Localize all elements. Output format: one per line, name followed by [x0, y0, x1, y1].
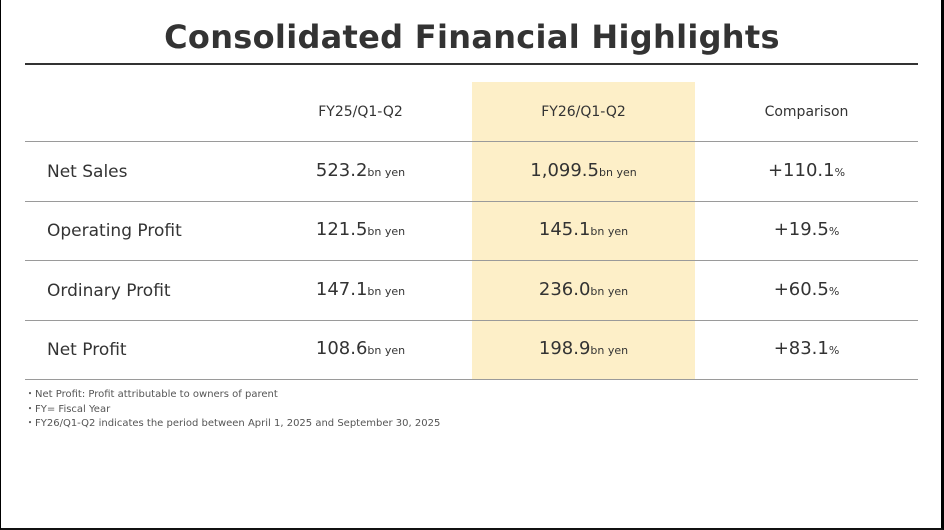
row-divider — [25, 379, 918, 380]
footnote: ・FY26/Q1-Q2 indicates the period between… — [25, 418, 441, 429]
value-number: +60.5 — [773, 279, 829, 300]
value-number: +83.1 — [773, 338, 829, 359]
fy26-value: 1,099.5bn yen — [472, 160, 695, 181]
percent-unit: % — [828, 344, 840, 357]
fy26-value: 145.1bn yen — [472, 219, 695, 240]
footnote: ・Net Profit: Profit attributable to owne… — [25, 389, 278, 400]
percent-unit: % — [834, 166, 846, 179]
value-unit: bn yen — [590, 225, 629, 238]
value-number: 121.5 — [315, 219, 368, 240]
value-number: 198.9 — [538, 338, 591, 359]
value-number: +110.1 — [767, 160, 835, 181]
value-unit: bn yen — [367, 166, 406, 179]
value-unit: bn yen — [367, 225, 406, 238]
fy25-value: 108.6bn yen — [249, 338, 472, 359]
value-number: 523.2 — [315, 160, 368, 181]
row-divider — [25, 320, 918, 321]
row-divider — [25, 260, 918, 261]
comparison-value: +60.5% — [695, 279, 918, 300]
highlight-column — [472, 82, 695, 379]
value-unit: bn yen — [590, 285, 629, 298]
value-number: 147.1 — [315, 279, 368, 300]
row-divider — [25, 141, 918, 142]
value-unit: bn yen — [599, 166, 637, 179]
value-number: 1,099.5 — [530, 160, 599, 181]
percent-unit: % — [828, 285, 840, 298]
comparison-value: +110.1% — [695, 160, 918, 181]
value-number: +19.5 — [773, 219, 829, 240]
value-unit: bn yen — [367, 344, 406, 357]
value-number: 145.1 — [538, 219, 591, 240]
title-divider — [25, 63, 918, 65]
column-header-fy25: FY25/Q1-Q2 — [318, 104, 403, 120]
comparison-value: +83.1% — [695, 338, 918, 359]
row-label: Net Profit — [47, 340, 127, 360]
percent-unit: % — [828, 225, 840, 238]
page-title: Consolidated Financial Highlights — [164, 18, 780, 56]
column-header-comparison: Comparison — [764, 104, 849, 120]
value-number: 236.0 — [538, 279, 591, 300]
row-label: Ordinary Profit — [47, 281, 171, 301]
fy26-value: 198.9bn yen — [472, 338, 695, 359]
footnote: ・FY= Fiscal Year — [25, 403, 111, 415]
value-unit: bn yen — [367, 285, 406, 298]
fy25-value: 523.2bn yen — [249, 160, 472, 181]
value-unit: bn yen — [590, 344, 629, 357]
row-label: Net Sales — [47, 162, 128, 182]
fy25-value: 147.1bn yen — [249, 279, 472, 300]
column-header-fy26: FY26/Q1-Q2 — [541, 104, 626, 120]
row-label: Operating Profit — [47, 221, 182, 241]
row-divider — [25, 201, 918, 202]
comparison-value: +19.5% — [695, 219, 918, 240]
footnotes: ・Net Profit: Profit attributable to owne… — [25, 388, 440, 432]
value-number: 108.6 — [315, 338, 368, 359]
fy25-value: 121.5bn yen — [249, 219, 472, 240]
fy26-value: 236.0bn yen — [472, 279, 695, 300]
